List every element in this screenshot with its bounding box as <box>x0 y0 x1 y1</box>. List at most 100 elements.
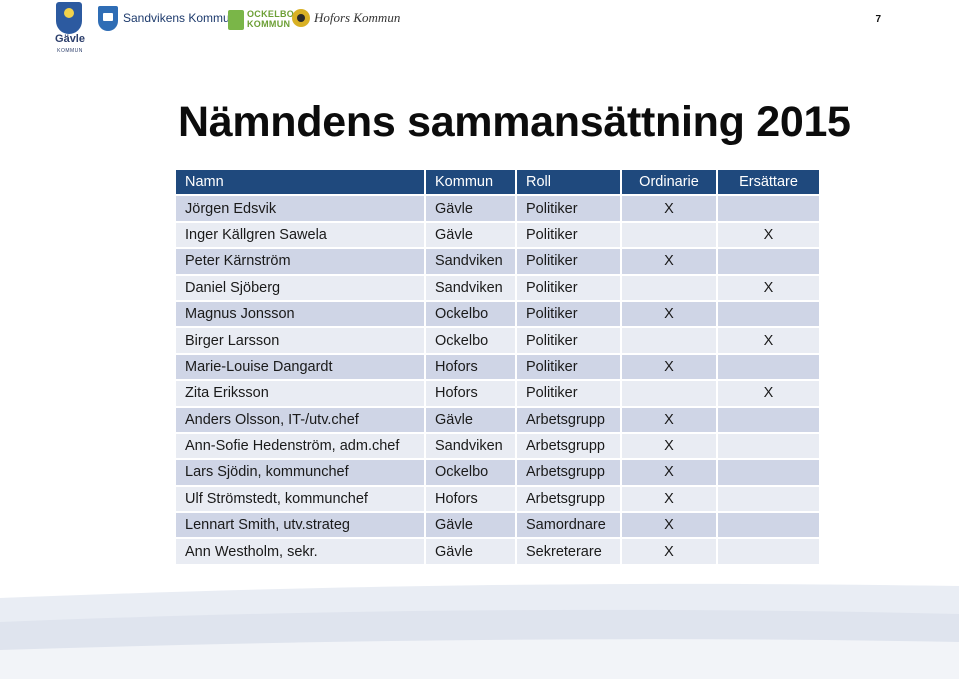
wave-band-bottom <box>0 639 959 679</box>
ordinarie-cell: X <box>620 194 718 223</box>
table-row: Birger Larsson Ockelbo Politiker X <box>174 326 821 355</box>
ordinarie-cell <box>620 326 718 355</box>
roll-cell: Arbetsgrupp <box>515 405 622 434</box>
ersattare-cell: X <box>716 326 821 355</box>
ersattare-cell <box>716 511 821 540</box>
name-cell: Lennart Smith, utv.strateg <box>174 511 426 540</box>
header-roll: Roll <box>515 167 622 197</box>
name-cell: Peter Kärnström <box>174 247 426 276</box>
ockelbo-logo-line2: KOMMUN <box>247 19 291 29</box>
logo-strip: Gävle KOMMUN Sandvikens Kommun OCKELBO K… <box>0 0 401 54</box>
kommun-cell: Hofors <box>424 379 517 408</box>
ersattare-cell <box>716 431 821 461</box>
roll-cell: Politiker <box>515 299 622 329</box>
ersattare-cell: X <box>716 220 821 250</box>
sandviken-shield-icon <box>98 6 118 31</box>
ersattare-cell: X <box>716 379 821 408</box>
page-title: Nämndens sammansättning 2015 <box>178 98 851 146</box>
ordinarie-cell: X <box>620 458 718 487</box>
ersattare-cell <box>716 247 821 276</box>
roll-cell: Arbetsgrupp <box>515 431 622 461</box>
ordinarie-cell <box>620 379 718 408</box>
kommun-cell: Gävle <box>424 511 517 540</box>
table-row: Ann Westholm, sekr. Gävle Sekreterare X <box>174 537 821 566</box>
header-namn: Namn <box>174 167 426 197</box>
ersattare-cell <box>716 537 821 566</box>
name-cell: Daniel Sjöberg <box>174 273 426 302</box>
ordinarie-cell: X <box>620 352 718 382</box>
decorative-wave <box>0 583 959 679</box>
table-row: Inger Källgren Sawela Gävle Politiker X <box>174 220 821 250</box>
roll-cell: Politiker <box>515 273 622 302</box>
kommun-cell: Hofors <box>424 352 517 382</box>
ordinarie-cell: X <box>620 484 718 514</box>
table-row: Lennart Smith, utv.strateg Gävle Samordnar… <box>174 511 821 540</box>
hofors-logo: Hofors Kommun <box>314 10 401 25</box>
roll-cell: Arbetsgrupp <box>515 458 622 487</box>
name-cell: Inger Källgren Sawela <box>174 220 426 250</box>
table-row: Ulf Strömstedt, kommunchef Hofors Arbetsgr… <box>174 484 821 514</box>
kommun-cell: Ockelbo <box>424 299 517 329</box>
kommun-cell: Ockelbo <box>424 458 517 487</box>
ordinarie-cell: X <box>620 405 718 434</box>
ersattare-cell: X <box>716 273 821 302</box>
ockelbo-logo: OCKELBO KOMMUN <box>247 9 294 29</box>
table-row: Magnus Jonsson Ockelbo Politiker X <box>174 299 821 329</box>
roll-cell: Politiker <box>515 220 622 250</box>
table-header-row: Namn Kommun Roll Ordinarie Ersättare <box>174 167 821 197</box>
roll-cell: Politiker <box>515 194 622 223</box>
roll-cell: Politiker <box>515 379 622 408</box>
table-row: Ann-Sofie Hedenström, adm.chef Sandviken A… <box>174 431 821 461</box>
sandviken-logo: Sandvikens Kommun <box>123 11 237 25</box>
table-row: Daniel Sjöberg Sandviken Politiker X <box>174 273 821 302</box>
ersattare-cell <box>716 299 821 329</box>
table-row: Lars Sjödin, kommunchef Ockelbo Arbetsgrup… <box>174 458 821 487</box>
name-cell: Lars Sjödin, kommunchef <box>174 458 426 487</box>
header-ersattare: Ersättare <box>716 167 821 197</box>
table-body: Jörgen Edsvik Gävle Politiker X Inger Källgr… <box>174 194 821 566</box>
table-row: Marie-Louise Dangardt Hofors Politiker X <box>174 352 821 382</box>
table-row: Jörgen Edsvik Gävle Politiker X <box>174 194 821 223</box>
ersattare-cell <box>716 484 821 514</box>
header-ordinarie: Ordinarie <box>620 167 718 197</box>
table-row: Anders Olsson, IT-/utv.chef Gävle Arbetsgr… <box>174 405 821 434</box>
ordinarie-cell: X <box>620 431 718 461</box>
gavle-logo-sub: KOMMUN <box>57 48 83 54</box>
name-cell: Jörgen Edsvik <box>174 194 426 223</box>
roll-cell: Politiker <box>515 247 622 276</box>
name-cell: Ulf Strömstedt, kommunchef <box>174 484 426 514</box>
ordinarie-cell: X <box>620 299 718 329</box>
members-table: Namn Kommun Roll Ordinarie Ersättare Jör… <box>174 167 821 566</box>
roll-cell: Sekreterare <box>515 537 622 566</box>
hofors-emblem-icon <box>292 9 310 27</box>
table-row: Zita Eriksson Hofors Politiker X <box>174 379 821 408</box>
name-cell: Ann-Sofie Hedenström, adm.chef <box>174 431 426 461</box>
roll-cell: Politiker <box>515 352 622 382</box>
ordinarie-cell: X <box>620 247 718 276</box>
ordinarie-cell <box>620 220 718 250</box>
ersattare-cell <box>716 405 821 434</box>
gavle-logo-name: Gävle <box>55 33 85 45</box>
kommun-cell: Gävle <box>424 537 517 566</box>
header-kommun: Kommun <box>424 167 517 197</box>
name-cell: Magnus Jonsson <box>174 299 426 329</box>
kommun-cell: Ockelbo <box>424 326 517 355</box>
ordinarie-cell <box>620 273 718 302</box>
ockelbo-badge-icon <box>228 10 244 30</box>
ersattare-cell <box>716 458 821 487</box>
name-cell: Marie-Louise Dangardt <box>174 352 426 382</box>
roll-cell: Arbetsgrupp <box>515 484 622 514</box>
roll-cell: Samordnare <box>515 511 622 540</box>
kommun-cell: Sandviken <box>424 431 517 461</box>
kommun-cell: Hofors <box>424 484 517 514</box>
name-cell: Anders Olsson, IT-/utv.chef <box>174 405 426 434</box>
gavle-logo: Gävle KOMMUN <box>54 34 86 56</box>
gavle-crest-icon <box>56 2 82 34</box>
ordinarie-cell: X <box>620 511 718 540</box>
page-number: 7 <box>875 14 881 25</box>
kommun-cell: Sandviken <box>424 247 517 276</box>
ordinarie-cell: X <box>620 537 718 566</box>
name-cell: Zita Eriksson <box>174 379 426 408</box>
ockelbo-logo-line1: OCKELBO <box>247 9 295 19</box>
table-row: Peter Kärnström Sandviken Politiker X <box>174 247 821 276</box>
